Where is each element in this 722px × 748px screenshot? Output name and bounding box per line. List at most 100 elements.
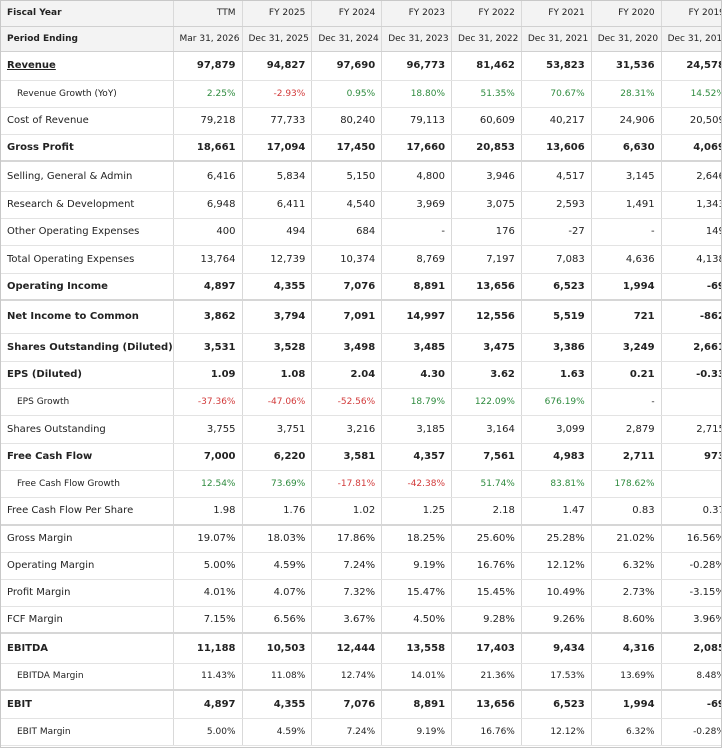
- cell-value: 53,823: [521, 51, 592, 81]
- cell-value: 1.25: [381, 497, 453, 526]
- cell-value: 3,185: [381, 415, 453, 444]
- cell-value: 24,906: [591, 107, 662, 135]
- cell-value: 3,216: [311, 415, 383, 444]
- cell-value: 2,646: [661, 161, 721, 192]
- cell-value: 60,609: [451, 107, 522, 135]
- row-label: Revenue Growth (YoY): [1, 80, 174, 108]
- cell-value: 4,355: [242, 273, 313, 301]
- cell-value: 149: [661, 218, 721, 246]
- row-label: EPS (Diluted): [1, 361, 174, 389]
- year-header[interactable]: FY 2022: [451, 1, 522, 27]
- cell-value: 2.73%: [591, 579, 662, 607]
- period-header: Mar 31, 2026: [173, 26, 243, 52]
- table-row: FCF Margin 7.15% 6.56% 3.67% 4.50% 9.28% 9.26%…: [1, 606, 721, 634]
- cell-value: 7,083: [521, 245, 592, 274]
- cell-value: 70.67%: [521, 80, 592, 108]
- cell-value: 4.07%: [242, 579, 313, 607]
- cell-value: 17,403: [451, 633, 522, 664]
- cell-value: -: [591, 218, 662, 246]
- cell-value: -42.38%: [381, 470, 453, 498]
- cell-value: 1,994: [591, 690, 662, 719]
- cell-value: 9.19%: [381, 718, 453, 746]
- cell-value: 494: [242, 218, 313, 246]
- cell-value: 6,630: [591, 134, 662, 162]
- cell-value: -47.06%: [242, 388, 313, 416]
- cell-value: 5,834: [242, 161, 313, 192]
- cell-value: 17.53%: [521, 663, 592, 691]
- cell-value: 40,217: [521, 107, 592, 135]
- cell-value: 12.74%: [311, 663, 383, 691]
- cell-value: 3,862: [173, 300, 243, 334]
- cell-value: 12.12%: [521, 718, 592, 746]
- cell-value: 4,800: [381, 161, 453, 192]
- cell-value: 3,946: [451, 161, 522, 192]
- period-header: Dec 31, 2024: [311, 26, 383, 52]
- table-row: Shares Outstanding 3,755 3,751 3,216 3,185 3,…: [1, 415, 721, 444]
- table-row: Total Operating Expenses 13,764 12,739 10,3…: [1, 245, 721, 274]
- cell-value: 2.25%: [173, 80, 243, 108]
- cell-value: 7,091: [311, 300, 383, 334]
- cell-value: 4,897: [173, 273, 243, 301]
- period-header: Dec 31, 2022: [451, 26, 522, 52]
- cell-value: 13.69%: [591, 663, 662, 691]
- cell-value: 13,764: [173, 245, 243, 274]
- revenue-link[interactable]: Revenue: [1, 51, 174, 81]
- cell-value: 6.56%: [242, 606, 313, 634]
- row-label: EBIT: [1, 690, 174, 719]
- cell-value: 12,444: [311, 633, 383, 664]
- cell-value: 3,145: [591, 161, 662, 192]
- cell-value: 1.09: [173, 361, 243, 389]
- table-row: Selling, General & Admin 6,416 5,834 5,150 4…: [1, 161, 721, 192]
- year-header[interactable]: FY 2020: [591, 1, 662, 27]
- table-row: Net Income to Common 3,862 3,794 7,091 14,99…: [1, 300, 721, 334]
- row-label: Total Operating Expenses: [1, 245, 174, 274]
- year-header[interactable]: FY 2019: [661, 1, 721, 27]
- cell-value: 15.47%: [381, 579, 453, 607]
- row-label: Shares Outstanding (Diluted): [1, 333, 174, 362]
- cell-value: 25.28%: [521, 525, 592, 553]
- cell-value: 14.01%: [381, 663, 453, 691]
- cell-value: 4.59%: [242, 718, 313, 746]
- cell-value: 3,751: [242, 415, 313, 444]
- table-row: EPS Growth -37.36% -47.06% -52.56% 18.79% 122…: [1, 388, 721, 416]
- cell-value: 8,891: [381, 273, 453, 301]
- table-row: EBIT Margin 5.00% 4.59% 7.24% 9.19% 16.76% 12.…: [1, 718, 721, 746]
- cell-value: 4,069: [661, 134, 721, 162]
- cell-value: 5,150: [311, 161, 383, 192]
- cell-value: -69: [661, 273, 721, 301]
- cell-value: 3,755: [173, 415, 243, 444]
- cell-value: 3,075: [451, 191, 522, 219]
- year-header[interactable]: TTM: [173, 1, 243, 27]
- cell-value: 8.60%: [591, 606, 662, 634]
- cell-value: 4,138: [661, 245, 721, 274]
- revenue-link-text[interactable]: Revenue: [7, 60, 56, 71]
- cell-value: 17,450: [311, 134, 383, 162]
- table-row: EBIT 4,897 4,355 7,076 8,891 13,656 6,523 1,994…: [1, 690, 721, 719]
- cell-value: 12,739: [242, 245, 313, 274]
- cell-value: 122.09%: [451, 388, 522, 416]
- year-header[interactable]: FY 2021: [521, 1, 592, 27]
- cell-value: 6,220: [242, 443, 313, 471]
- table-row: Operating Income 4,897 4,355 7,076 8,891 13,6…: [1, 273, 721, 301]
- cell-value: 77,733: [242, 107, 313, 135]
- table-row: Revenue Growth (YoY) 2.25% -2.93% 0.95% 18.8…: [1, 80, 721, 108]
- cell-value: 17,660: [381, 134, 453, 162]
- cell-value: 2,711: [591, 443, 662, 471]
- cell-value: 3,581: [311, 443, 383, 471]
- cell-value: 21.02%: [591, 525, 662, 553]
- cell-value: 1.02: [311, 497, 383, 526]
- year-header[interactable]: FY 2023: [381, 1, 453, 27]
- cell-value: 6,948: [173, 191, 243, 219]
- cell-value: 6.32%: [591, 552, 662, 580]
- cell-value: 9.19%: [381, 552, 453, 580]
- cell-value: 1.76: [242, 497, 313, 526]
- cell-value: 11.08%: [242, 663, 313, 691]
- cell-value: 3,475: [451, 333, 522, 362]
- cell-value: 4,983: [521, 443, 592, 471]
- cell-value: -37.36%: [173, 388, 243, 416]
- year-header[interactable]: FY 2024: [311, 1, 383, 27]
- cell-value: 18.25%: [381, 525, 453, 553]
- year-header[interactable]: FY 2025: [242, 1, 313, 27]
